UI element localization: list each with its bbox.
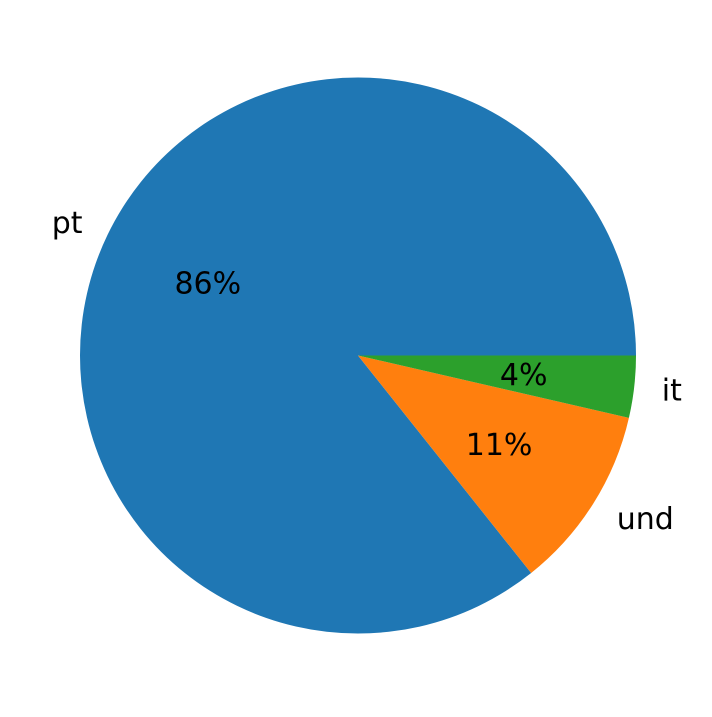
pie-slice-pt — [80, 77, 636, 634]
category-label-pt: pt — [52, 206, 83, 241]
pie-slices — [80, 77, 636, 634]
pie-slice-und — [358, 355, 629, 573]
pct-label-und: 11% — [466, 428, 533, 463]
category-label-it: it — [662, 374, 682, 409]
pct-label-pt: 86% — [174, 267, 241, 302]
pie-slice-it — [358, 355, 636, 418]
category-label-und: und — [617, 502, 674, 537]
pie-labels: 86% pt 11% und 4% it — [52, 206, 682, 537]
pct-label-it: 4% — [500, 358, 548, 393]
